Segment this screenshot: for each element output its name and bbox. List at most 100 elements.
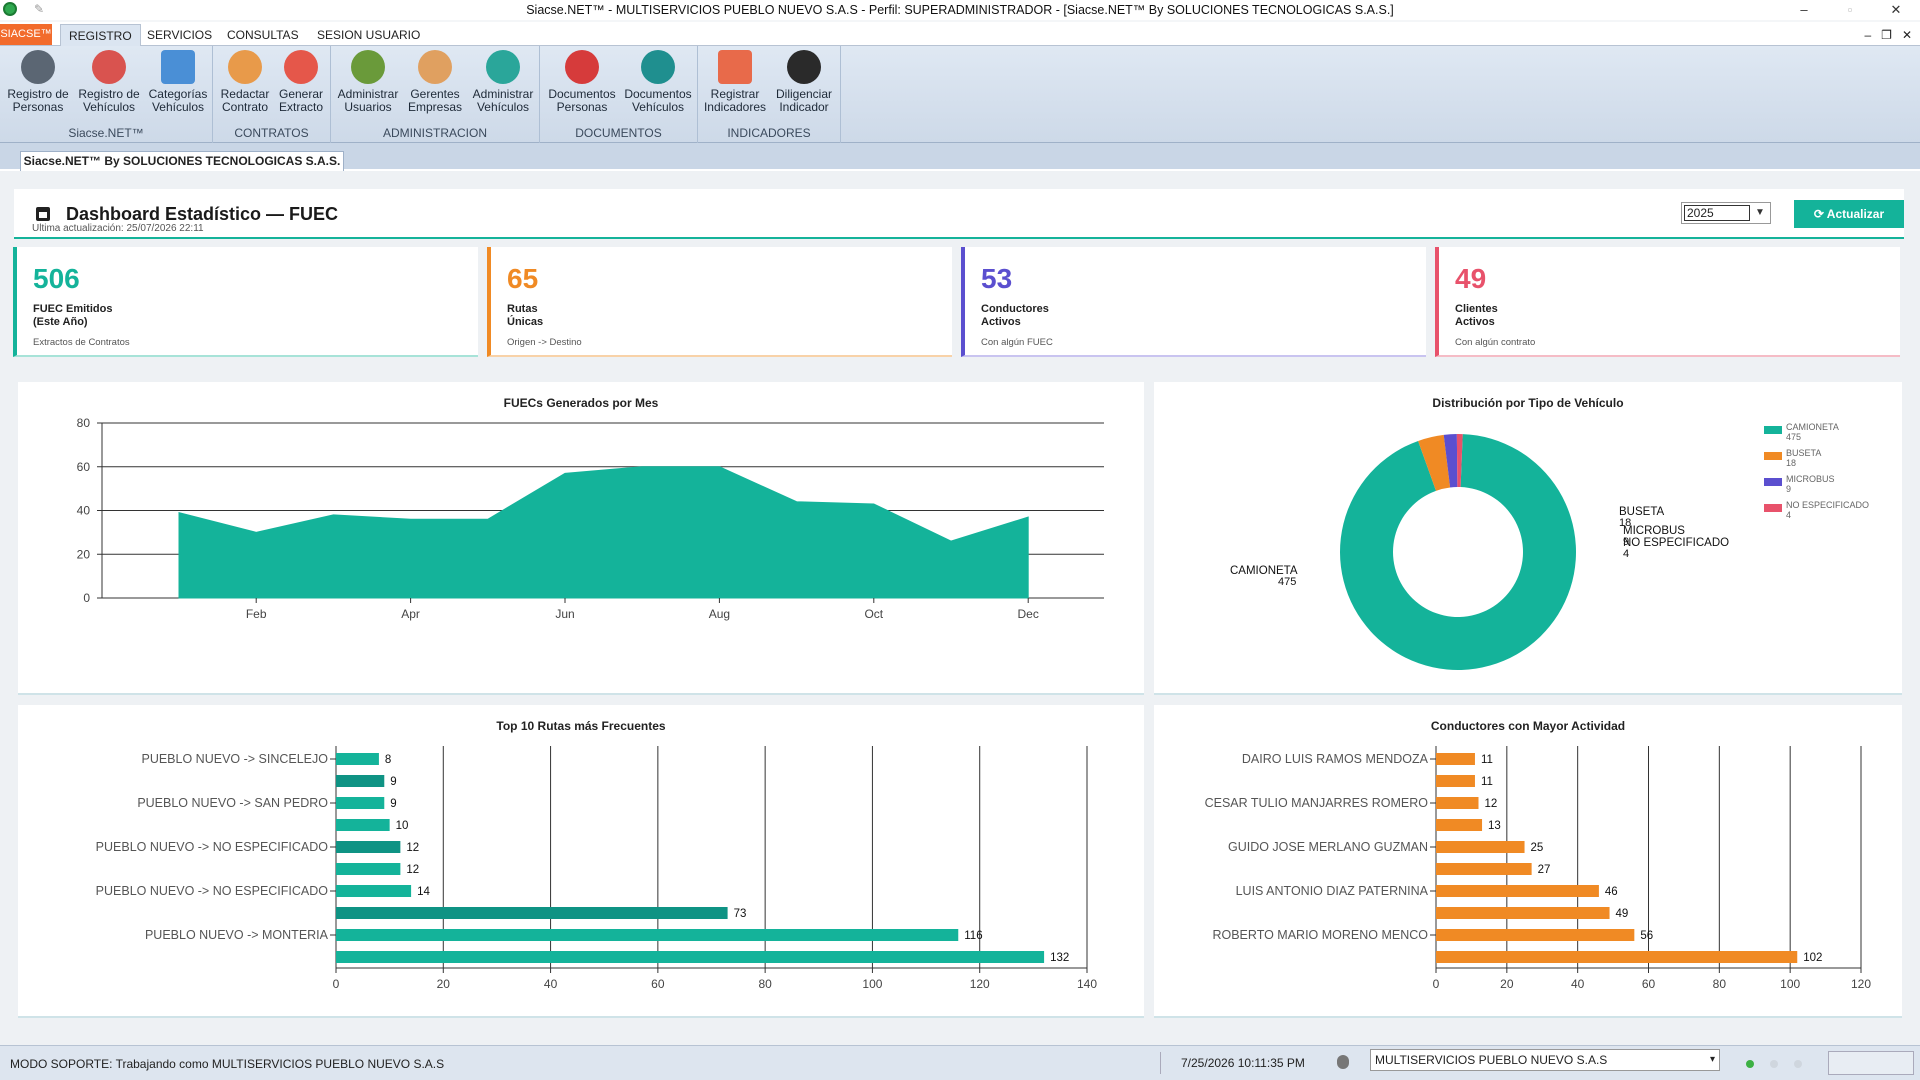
status-bar: MODO SOPORTE: Trabajando como MULTISERVI…: [0, 1045, 1920, 1080]
year-select[interactable]: 2025 ▼: [1681, 202, 1771, 224]
kpi-rutas-card: 65 Rutas Únicas Origen -> Destino: [487, 247, 952, 357]
x-tick-label: Feb: [246, 607, 267, 621]
y-tick-label: PUEBLO NUEVO -> SAN PEDRO: [137, 796, 328, 810]
ribbon-group-contratos: Redactar Contrato Generar Extracto CONTR…: [213, 46, 331, 143]
bar-chart-icon: [718, 50, 752, 84]
minimize-button[interactable]: ‒: [1800, 2, 1808, 17]
registro-vehiculos-button[interactable]: Registro de Vehículos: [74, 50, 144, 114]
mdi-restore-icon[interactable]: ❐: [1881, 28, 1892, 42]
top-drivers-bar-chart: 0 20 40 60 80 100 120 11 11 12 13 25 27 46 49 56 102 DAIR…: [1205, 746, 1871, 991]
person-icon: [21, 50, 55, 84]
y-tick-label: PUEBLO NUEVO -> SINCELEJO: [141, 752, 328, 766]
tab-servicios[interactable]: SERVICIOS: [147, 28, 213, 42]
mdi-close-icon[interactable]: ✕: [1901, 28, 1912, 42]
diligenciar-indicador-button[interactable]: Diligenciar Indicador: [770, 50, 838, 114]
y-tick-label: 80: [77, 416, 91, 430]
kpi-clientes-card: 49 Clientes Activos Con algún contrato: [1435, 247, 1900, 357]
status-end-panel: [1828, 1051, 1914, 1075]
x-tick-label: 20: [437, 977, 451, 991]
slice-value-label: 475: [1278, 576, 1296, 588]
x-tick-label: 80: [1713, 977, 1727, 991]
x-tick-label: 120: [970, 977, 990, 991]
bar: [1436, 863, 1532, 875]
vehicle-admin-icon: [486, 50, 520, 84]
gerentes-empresas-button[interactable]: Gerentes Empresas: [403, 50, 467, 114]
y-tick-label: LUIS ANTONIO DIAZ PATERNINA: [1236, 884, 1429, 898]
mdi-minimize-icon[interactable]: ‒: [1864, 28, 1872, 42]
document-tab[interactable]: Siacse.NET™ By SOLUCIONES TECNOLOGICAS S…: [20, 151, 344, 171]
kpi-label: Clientes Activos: [1455, 303, 1498, 328]
bar: [1436, 841, 1525, 853]
donut-slice: [1456, 434, 1463, 488]
x-tick-label: Apr: [401, 607, 420, 621]
kpi-value: 65: [507, 263, 539, 294]
bar: [336, 841, 401, 853]
slice-label: MICROBUS: [1623, 525, 1685, 537]
slice-value-label: 4: [1623, 548, 1629, 560]
bar: [1436, 929, 1635, 941]
pin-icon[interactable]: ✎: [34, 2, 45, 16]
y-tick-label: CESAR TULIO MANJARRES ROMERO: [1205, 796, 1429, 810]
bar-value-label: 12: [406, 864, 419, 876]
x-tick-label: Aug: [709, 607, 730, 621]
bar-value-label: 12: [1485, 798, 1498, 810]
app-logo-icon[interactable]: [3, 2, 17, 16]
donut-slice: [1418, 434, 1451, 491]
categorias-vehiculos-button[interactable]: Categorías Vehículos: [144, 50, 212, 114]
tab-consultas[interactable]: CONSULTAS: [227, 28, 299, 42]
kpi-conductores-card: 53 Conductores Activos Con algún FUEC: [961, 247, 1426, 357]
page-title: Dashboard Estadístico — FUEC: [66, 204, 339, 224]
bar: [336, 885, 412, 897]
redactar-contrato-button[interactable]: Redactar Contrato: [217, 50, 273, 114]
administrar-vehiculos-button[interactable]: Administrar Vehículos: [467, 50, 539, 114]
kpi-fuec-card: 506 FUEC Emitidos (Este Año) Extractos de…: [13, 247, 478, 357]
refresh-button[interactable]: ⟳ Actualizar: [1794, 200, 1904, 228]
y-tick-label: PUEBLO NUEVO -> NO ESPECIFICADO: [96, 840, 329, 854]
close-button[interactable]: ✕: [1890, 2, 1902, 17]
bar: [1436, 885, 1599, 897]
tab-registro[interactable]: REGISTRO: [60, 24, 141, 46]
registrar-indicadores-button[interactable]: Registrar Indicadores: [700, 50, 770, 114]
documentos-vehiculos-button[interactable]: Documentos Vehículos: [620, 50, 696, 114]
bar-value-label: 102: [1803, 952, 1822, 964]
bar-value-label: 12: [406, 842, 419, 854]
last-update-text: Ultima actualización: 25/07/2026 22:11: [32, 223, 204, 234]
legend-value: 4: [1786, 510, 1791, 520]
mdi-window-controls: ‒ ❐ ✕: [1864, 28, 1912, 42]
legend-label: BUSETA: [1786, 448, 1821, 458]
kpi-caption: Origen -> Destino: [507, 337, 582, 348]
kpi-label: Conductores Activos: [981, 303, 1049, 328]
y-tick-label: PUEBLO NUEVO -> NO ESPECIFICADO: [96, 884, 329, 898]
grid-icon: [161, 50, 195, 84]
chevron-down-icon[interactable]: ▾: [1709, 1054, 1715, 1065]
bar-value-label: 9: [390, 798, 396, 810]
chevron-down-icon[interactable]: ▼: [1755, 207, 1765, 218]
app-menu-button[interactable]: SIACSE™: [0, 24, 52, 45]
slice-label: CAMIONETA: [1230, 565, 1298, 577]
folder-icon: [284, 50, 318, 84]
group-label-contratos: CONTRATOS: [234, 126, 309, 140]
documentos-personas-button[interactable]: Documentos Personas: [544, 50, 620, 114]
y-tick-label: 40: [77, 504, 91, 518]
legend-value: 9: [1786, 484, 1791, 494]
dashboard-content: Dashboard Estadístico — FUEC Ultima actu…: [0, 171, 1920, 1045]
maximize-button[interactable]: ▫: [1847, 2, 1853, 17]
bar: [1436, 797, 1479, 809]
administrar-usuarios-button[interactable]: Administrar Usuarios: [333, 50, 403, 114]
x-tick-label: 120: [1851, 977, 1871, 991]
registro-personas-button[interactable]: Registro de Personas: [4, 50, 72, 114]
generar-extracto-button[interactable]: Generar Extracto: [273, 50, 329, 114]
bar-value-label: 14: [417, 886, 430, 898]
fingerprint-icon[interactable]: [1337, 1055, 1349, 1069]
company-select[interactable]: MULTISERVICIOS PUEBLO NUEVO S.A.S ▾: [1370, 1049, 1720, 1071]
ribbon-panel: Registro de Personas Registro de Vehícul…: [0, 46, 1920, 143]
status-mode-text: MODO SOPORTE: Trabajando como MULTISERVI…: [10, 1057, 445, 1071]
legend-label: MICROBUS: [1786, 474, 1835, 484]
bar-value-label: 11: [1481, 754, 1493, 766]
status-idle-icon: [1770, 1060, 1778, 1068]
tab-sesion-usuario[interactable]: SESION USUARIO: [317, 28, 421, 42]
bar: [1436, 819, 1483, 831]
x-tick-label: 20: [1500, 977, 1514, 991]
x-tick-label: 100: [862, 977, 882, 991]
